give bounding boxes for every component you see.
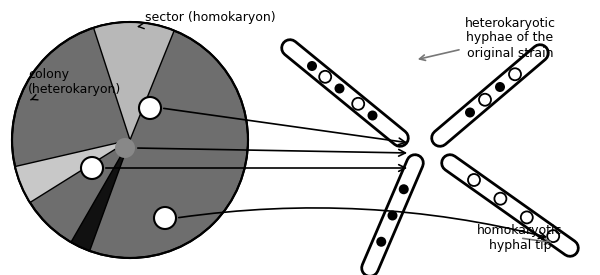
Circle shape xyxy=(465,108,475,117)
Circle shape xyxy=(154,207,176,229)
Circle shape xyxy=(352,98,364,110)
Circle shape xyxy=(509,68,521,80)
Circle shape xyxy=(521,211,533,223)
Circle shape xyxy=(399,184,409,194)
Circle shape xyxy=(12,22,248,258)
Circle shape xyxy=(479,94,491,106)
Polygon shape xyxy=(94,22,174,140)
Text: sector (homokaryon): sector (homokaryon) xyxy=(139,12,275,29)
Text: homokaryotic
hyphal tip: homokaryotic hyphal tip xyxy=(477,224,563,252)
Circle shape xyxy=(376,237,386,247)
Circle shape xyxy=(139,97,161,119)
Circle shape xyxy=(307,61,317,71)
Text: heterokaryotic
hyphae of the
original strain: heterokaryotic hyphae of the original st… xyxy=(419,16,556,60)
Circle shape xyxy=(115,138,135,158)
Circle shape xyxy=(335,84,344,94)
Circle shape xyxy=(495,82,505,92)
Circle shape xyxy=(319,71,331,83)
Polygon shape xyxy=(15,140,130,202)
Polygon shape xyxy=(71,140,130,251)
Circle shape xyxy=(388,210,398,221)
Text: colony
(heterokaryon): colony (heterokaryon) xyxy=(28,68,121,100)
Circle shape xyxy=(468,174,480,186)
Circle shape xyxy=(81,157,103,179)
Circle shape xyxy=(367,111,377,120)
Circle shape xyxy=(494,193,506,205)
Circle shape xyxy=(547,230,559,242)
